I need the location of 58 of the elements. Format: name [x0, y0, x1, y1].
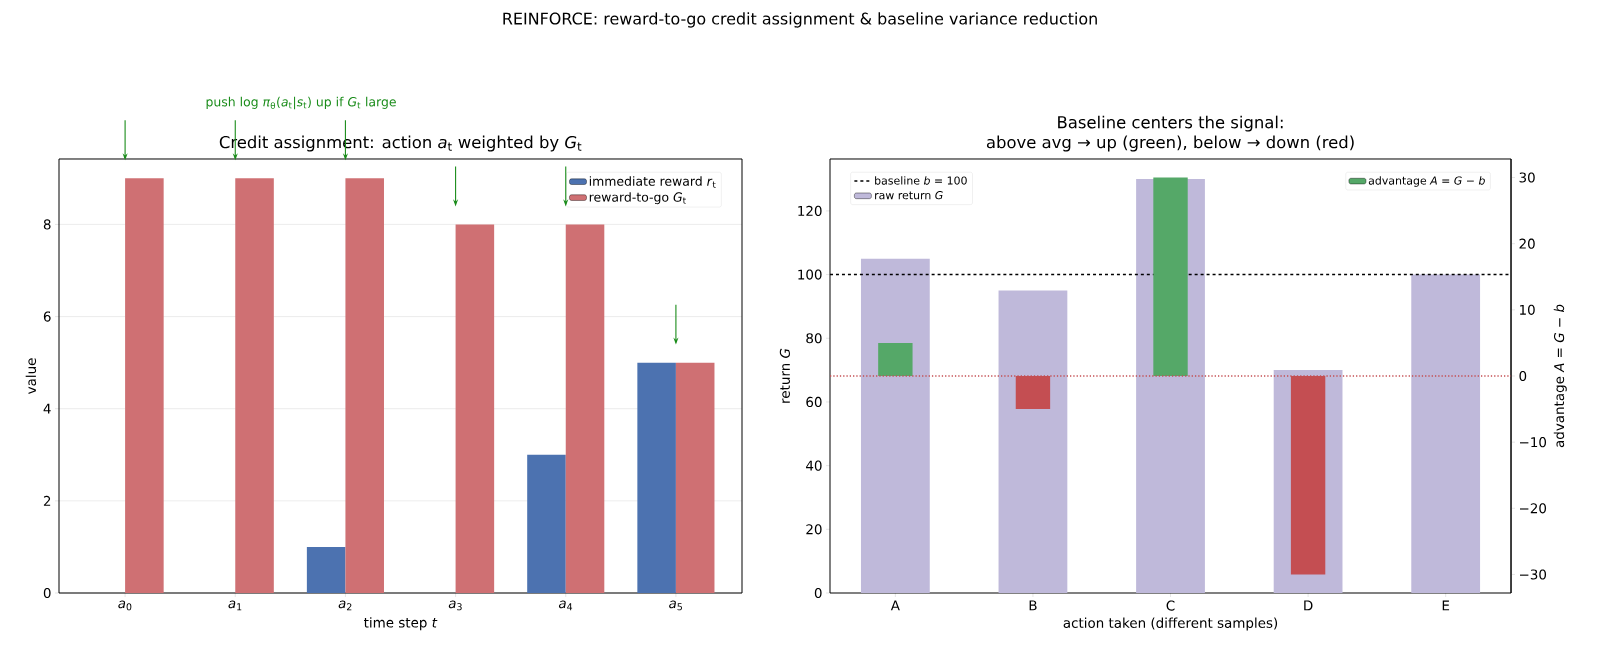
- y-tick-label: 40: [806, 460, 822, 471]
- bar: [345, 178, 384, 593]
- x-tick-label: a$_{3}$: [448, 600, 462, 611]
- y-axis-title: return G: [779, 348, 790, 403]
- y2-tick-label: −20: [1519, 503, 1547, 514]
- y-tick-label: 0: [43, 587, 51, 599]
- bar: [565, 224, 605, 593]
- legend-label: advantage A = G − b: [1368, 176, 1485, 187]
- bar: [998, 290, 1068, 593]
- y-axis-title: value: [25, 358, 37, 394]
- x-tick-label: a$_{5}$: [669, 600, 682, 611]
- y-tick-label: 4: [43, 403, 51, 414]
- y2-tick-label: 0: [1519, 370, 1527, 382]
- x-axis-title: time step t: [364, 617, 438, 631]
- legend-label: raw return G: [875, 191, 943, 200]
- y-tick-label: 80: [806, 333, 822, 344]
- x-tick-label: a$_{4}$: [558, 600, 573, 611]
- x-tick-label: A: [890, 600, 900, 611]
- y-tick-label: 100: [798, 269, 822, 280]
- x-tick-label: a$_{0}$: [118, 600, 132, 611]
- y2-axis-title: advantage A = G − b: [1553, 304, 1567, 448]
- x-tick-label: a$_{2}$: [338, 600, 352, 611]
- y2-tick-label: −30: [1519, 569, 1547, 580]
- x-axis-title: action taken (different samples): [1063, 617, 1278, 631]
- legend-label: baseline b = 100: [875, 176, 967, 185]
- y-tick-label: 2: [43, 495, 51, 506]
- bar: [860, 258, 930, 593]
- y-tick-label: 60: [806, 396, 822, 408]
- bar: [455, 224, 495, 593]
- y-tick-label: 0: [814, 587, 822, 599]
- y-tick-label: 120: [798, 205, 822, 216]
- chart-title: Baseline centers the signal:: [1058, 115, 1283, 132]
- y-tick-label: 8: [43, 219, 51, 230]
- y2-tick-label: 30: [1519, 172, 1535, 183]
- bar: [878, 342, 913, 376]
- bar: [675, 362, 715, 593]
- bar: [637, 362, 676, 593]
- x-tick-label: E: [1442, 600, 1450, 611]
- y-tick-label: 20: [806, 524, 822, 535]
- text: REINFORCE: reward-to-go credit assignment & baseline variance reduction: [503, 12, 1097, 28]
- text: push log π$_{θ}$(a$_{t}$|s$_{t}$) up if G$_{t}$ large: [206, 96, 396, 110]
- legend-label: reward-to-go G$_{t}$: [589, 192, 686, 205]
- y2-tick-label: 10: [1520, 304, 1535, 315]
- x-tick-label: B: [1029, 600, 1037, 611]
- bar: [235, 178, 274, 593]
- bar: [306, 546, 346, 593]
- bar: [1411, 274, 1481, 593]
- y-tick-label: 6: [43, 311, 51, 322]
- chart-subtitle: above avg → up (green), below → down (red): [986, 135, 1354, 152]
- y2-tick-label: −10: [1519, 437, 1547, 448]
- bar: [125, 178, 164, 593]
- x-tick-label: D: [1304, 600, 1313, 611]
- legend-label: immediate reward r$_{t}$: [589, 176, 716, 188]
- x-tick-label: C: [1166, 600, 1175, 611]
- x-tick-label: a$_{1}$: [228, 600, 242, 611]
- bar: [1153, 177, 1188, 376]
- y2-tick-label: 20: [1519, 238, 1535, 249]
- bar: [527, 454, 566, 593]
